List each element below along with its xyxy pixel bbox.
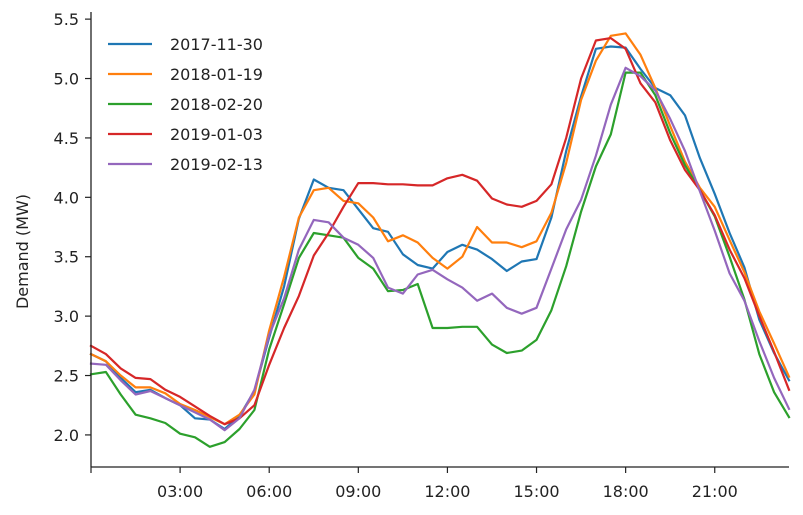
x-tick-label: 09:00 [335, 482, 381, 501]
legend-label: 2017-11-30 [170, 35, 263, 54]
x-tick-label: 06:00 [246, 482, 292, 501]
series-line-5 [89, 66, 791, 432]
y-tick-label: 5.0 [54, 70, 79, 89]
x-tick-label: 18:00 [603, 482, 649, 501]
x-tick-label: 21:00 [692, 482, 738, 501]
x-axis-ticks: 03:00 06:00 09:00 12:00 15:00 18:00 21:00 [90, 467, 738, 501]
y-tick-label: 4.0 [54, 188, 79, 207]
x-tick-label: 15:00 [513, 482, 559, 501]
series-line-2 [89, 32, 791, 426]
y-tick-label: 2.0 [54, 426, 79, 445]
legend-label: 2019-02-13 [170, 155, 263, 174]
y-axis-label: Demand (MW) [13, 194, 32, 309]
x-tick-label: 03:00 [157, 482, 203, 501]
legend-label: 2019-01-03 [170, 125, 263, 144]
series-line-3 [89, 71, 791, 448]
y-tick-label: 5.5 [54, 10, 79, 29]
legend: 2017-11-30 2018-01-19 2018-02-20 2019-01-03… [108, 35, 263, 174]
y-tick-label: 3.0 [54, 307, 79, 326]
x-tick-label: 12:00 [424, 482, 470, 501]
legend-label: 2018-02-20 [170, 95, 263, 114]
series-line-4 [89, 36, 791, 426]
y-tick-label: 2.5 [54, 367, 79, 386]
legend-label: 2018-01-19 [170, 65, 263, 84]
y-axis-ticks: 2.0 2.5 3.0 3.5 4.0 4.5 5.0 5.5 [54, 10, 91, 445]
y-tick-label: 3.5 [54, 248, 79, 267]
y-tick-label: 4.5 [54, 129, 79, 148]
series-layer [89, 32, 791, 448]
